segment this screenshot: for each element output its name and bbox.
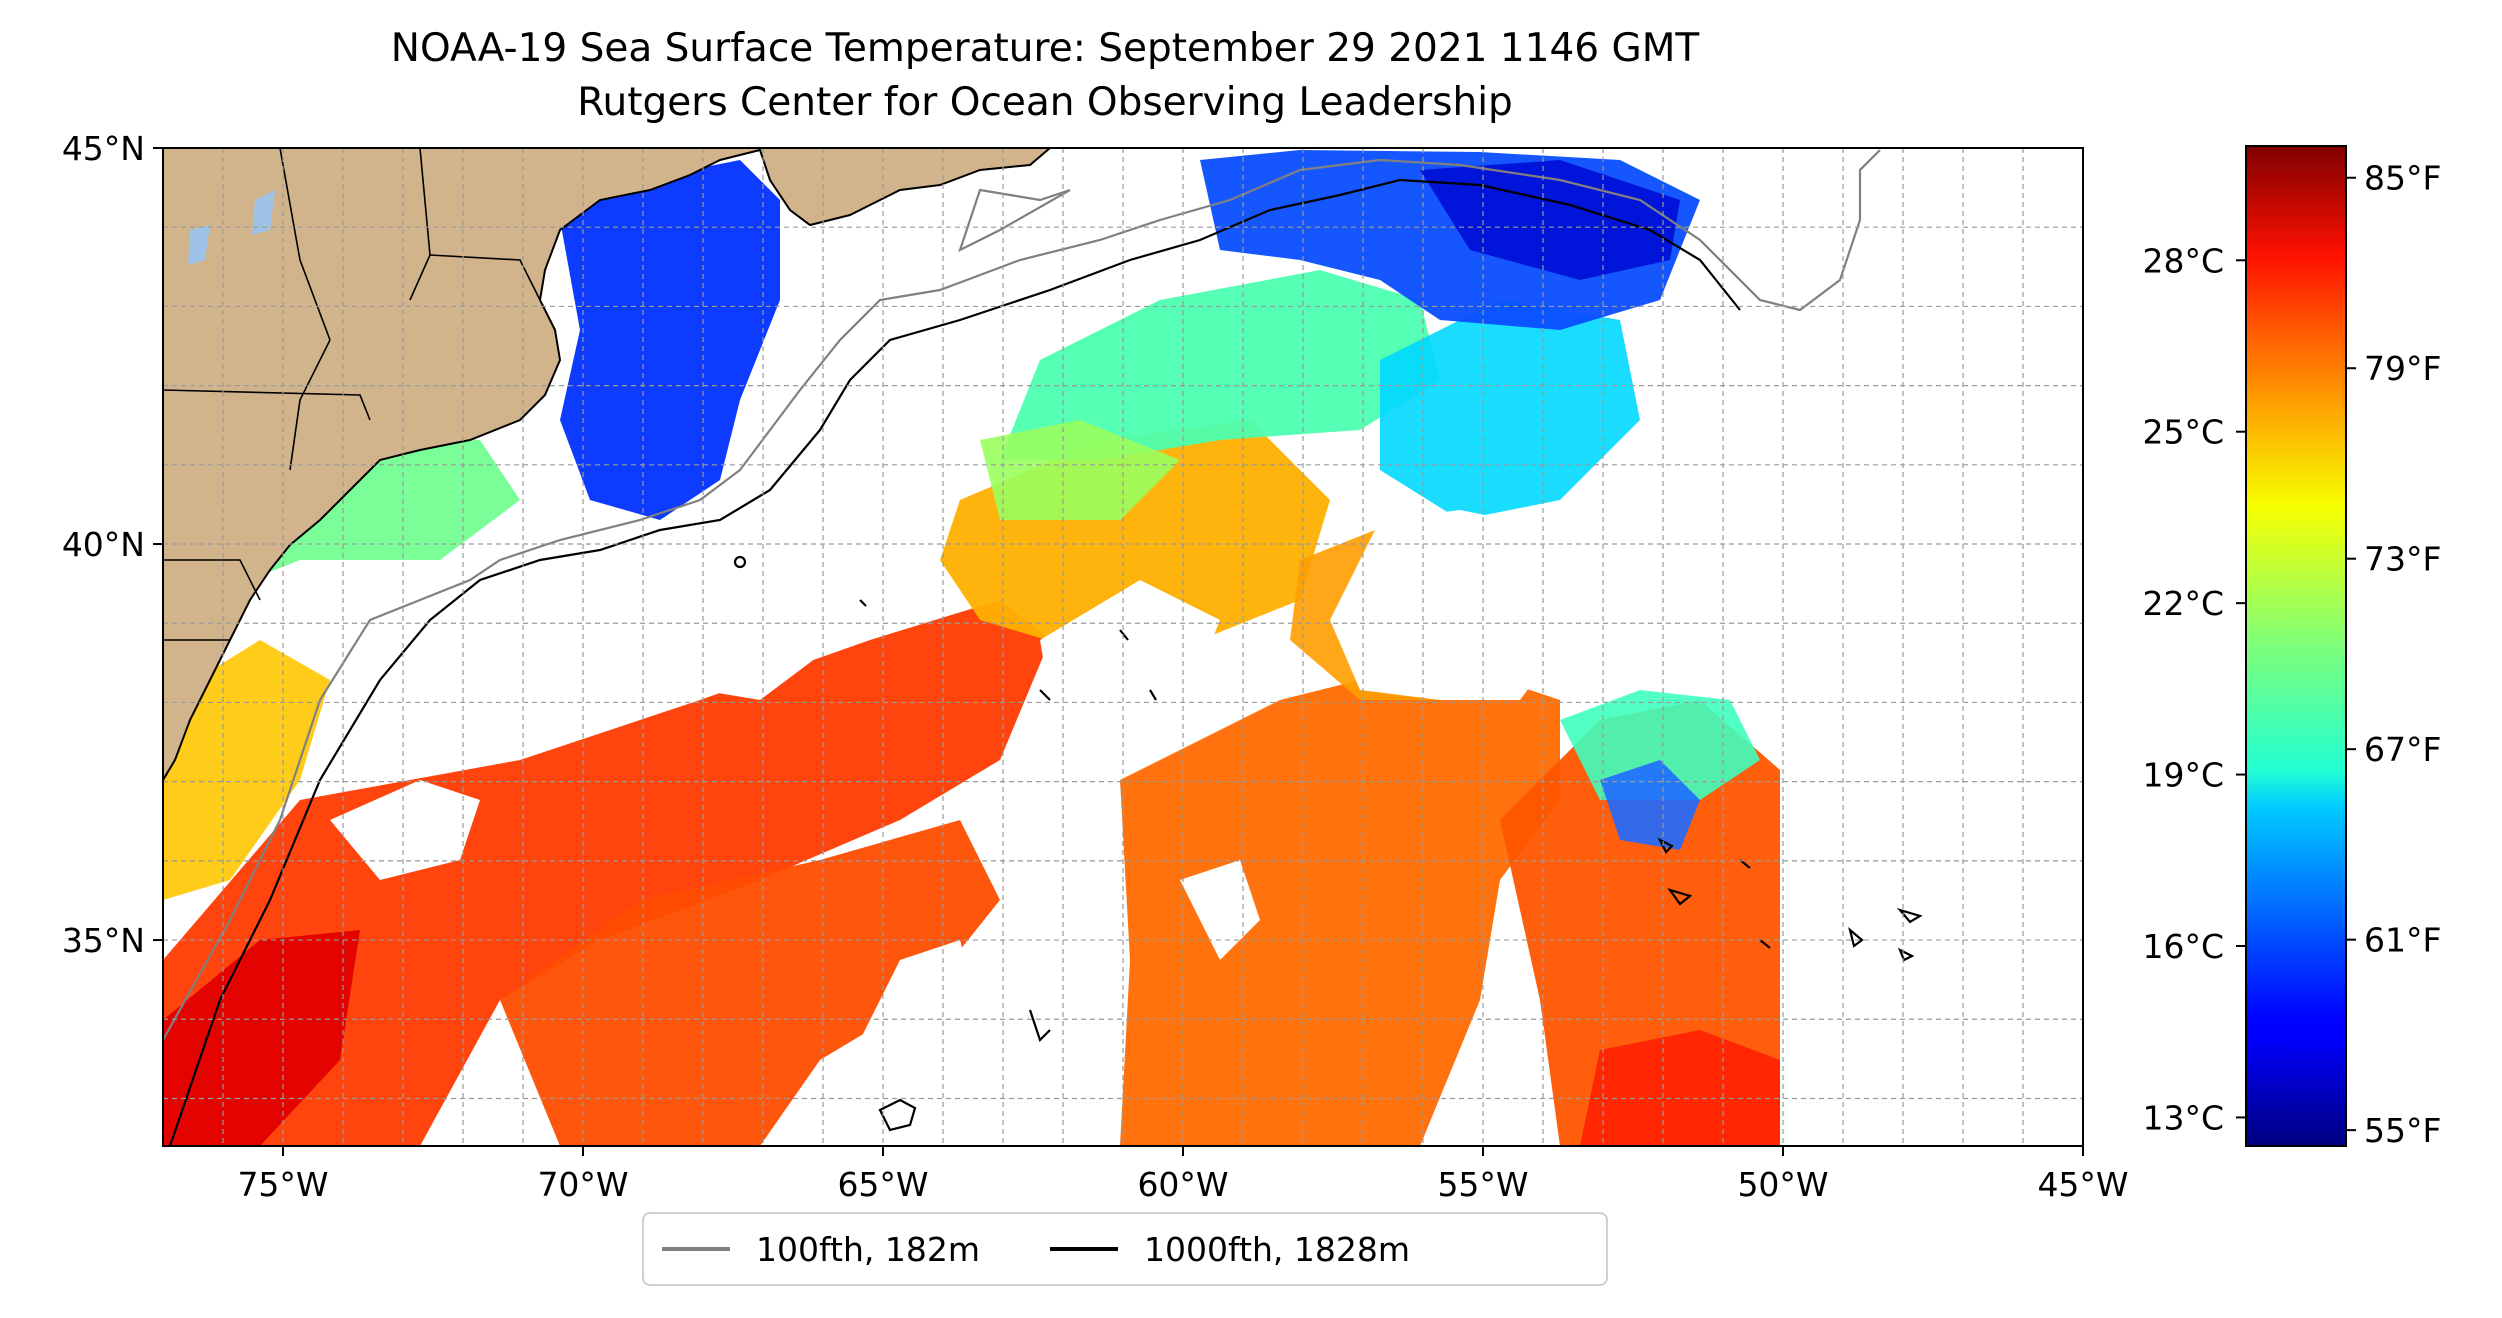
legend-label: 100fth, 182m bbox=[756, 1229, 980, 1269]
map-frame bbox=[162, 147, 2084, 1147]
sst-data-layer bbox=[163, 148, 2083, 1146]
colorbar-fahrenheit-axis: 55°F 61°F 67°F 73°F 79°F 85°F bbox=[2346, 159, 2441, 1150]
map-gridlines bbox=[163, 148, 2083, 1146]
land-mass bbox=[163, 148, 1052, 782]
sst-hot-region bbox=[163, 930, 360, 1146]
colorbar-c-label: 16°C bbox=[2142, 927, 2224, 966]
colorbar-c-label: 25°C bbox=[2142, 413, 2224, 452]
sst-cool-region bbox=[1000, 270, 1440, 460]
colorbar-c-label: 22°C bbox=[2142, 584, 2224, 623]
sst-warm-region bbox=[500, 820, 1000, 1146]
state-boundaries bbox=[163, 148, 541, 641]
lon-tick-label: 65°W bbox=[837, 1165, 928, 1204]
sst-mid-region bbox=[163, 640, 330, 900]
colorbar-f-label: 67°F bbox=[2364, 730, 2441, 769]
cloud-gap bbox=[1760, 148, 2083, 1146]
lat-tick-label: 35°N bbox=[62, 921, 145, 960]
legend-label: 1000fth, 1828m bbox=[1144, 1229, 1410, 1269]
cloud-gap bbox=[1180, 860, 1260, 960]
lon-tick-label: 75°W bbox=[237, 1165, 328, 1204]
colorbar: 55°F 61°F 67°F 73°F 79°F 85°F 13°C 16°C 19°C 22°… bbox=[2142, 145, 2441, 1150]
legend: 100fth, 182m 1000fth, 1828m bbox=[642, 1212, 1608, 1286]
lake bbox=[252, 190, 275, 235]
sst-cool-region bbox=[980, 420, 1180, 520]
map-panel bbox=[163, 148, 2083, 1146]
sst-cold-region bbox=[1420, 160, 1680, 280]
contour-1000fth bbox=[168, 178, 1923, 1146]
sst-hot-region bbox=[1580, 1030, 1780, 1146]
colorbar-f-label: 61°F bbox=[2364, 921, 2441, 960]
longitude-axis: 75°W 70°W 65°W 60°W 55°W 50°W 45°W bbox=[237, 1146, 2129, 1204]
contour-100fth bbox=[163, 149, 1881, 1041]
legend-line-black bbox=[1050, 1247, 1118, 1251]
colorbar-c-label: 28°C bbox=[2142, 241, 2224, 280]
legend-item-1000fth: 1000fth, 1828m bbox=[1050, 1230, 1410, 1269]
cloud-gap bbox=[330, 780, 480, 880]
cloud-gap bbox=[1330, 510, 1580, 700]
lat-tick-label: 40°N bbox=[62, 525, 145, 564]
latitude-axis: 45°N 40°N 35°N bbox=[62, 129, 163, 960]
lon-tick-label: 50°W bbox=[1737, 1165, 1828, 1204]
legend-item-100fth: 100fth, 182m bbox=[662, 1230, 980, 1269]
lake bbox=[188, 225, 210, 265]
lat-tick-label: 45°N bbox=[62, 129, 145, 168]
sst-warm-region bbox=[163, 600, 1050, 1146]
lon-tick-label: 60°W bbox=[1137, 1165, 1228, 1204]
cloud-gap bbox=[860, 940, 980, 1060]
cloud-gap bbox=[1040, 580, 1220, 780]
cloud-gap bbox=[680, 320, 960, 700]
sst-cold-region bbox=[560, 160, 780, 520]
chart-subtitle: Rutgers Center for Ocean Observing Leade… bbox=[577, 80, 1513, 125]
colorbar-c-label: 13°C bbox=[2142, 1098, 2224, 1137]
colorbar-f-label: 55°F bbox=[2364, 1111, 2441, 1150]
legend-line-gray bbox=[662, 1247, 730, 1251]
cloud-gap bbox=[1640, 180, 1780, 640]
lon-tick-label: 55°W bbox=[1437, 1165, 1528, 1204]
land-layer bbox=[163, 148, 1052, 782]
colorbar-celsius-axis: 13°C 16°C 19°C 22°C 25°C 28°C bbox=[2142, 241, 2246, 1137]
colorbar-f-label: 85°F bbox=[2364, 159, 2441, 198]
colorbar-c-label: 19°C bbox=[2142, 756, 2224, 795]
colorbar-gradient bbox=[2245, 145, 2347, 1147]
sst-cool-region bbox=[1560, 690, 1760, 800]
chart-title: NOAA-19 Sea Surface Temperature: Septemb… bbox=[390, 26, 1700, 71]
colorbar-f-label: 73°F bbox=[2364, 540, 2441, 579]
lon-tick-label: 70°W bbox=[537, 1165, 628, 1204]
sst-cold-region bbox=[1600, 760, 1700, 850]
lon-tick-label: 45°W bbox=[2037, 1165, 2128, 1204]
colorbar-f-label: 79°F bbox=[2364, 349, 2441, 388]
